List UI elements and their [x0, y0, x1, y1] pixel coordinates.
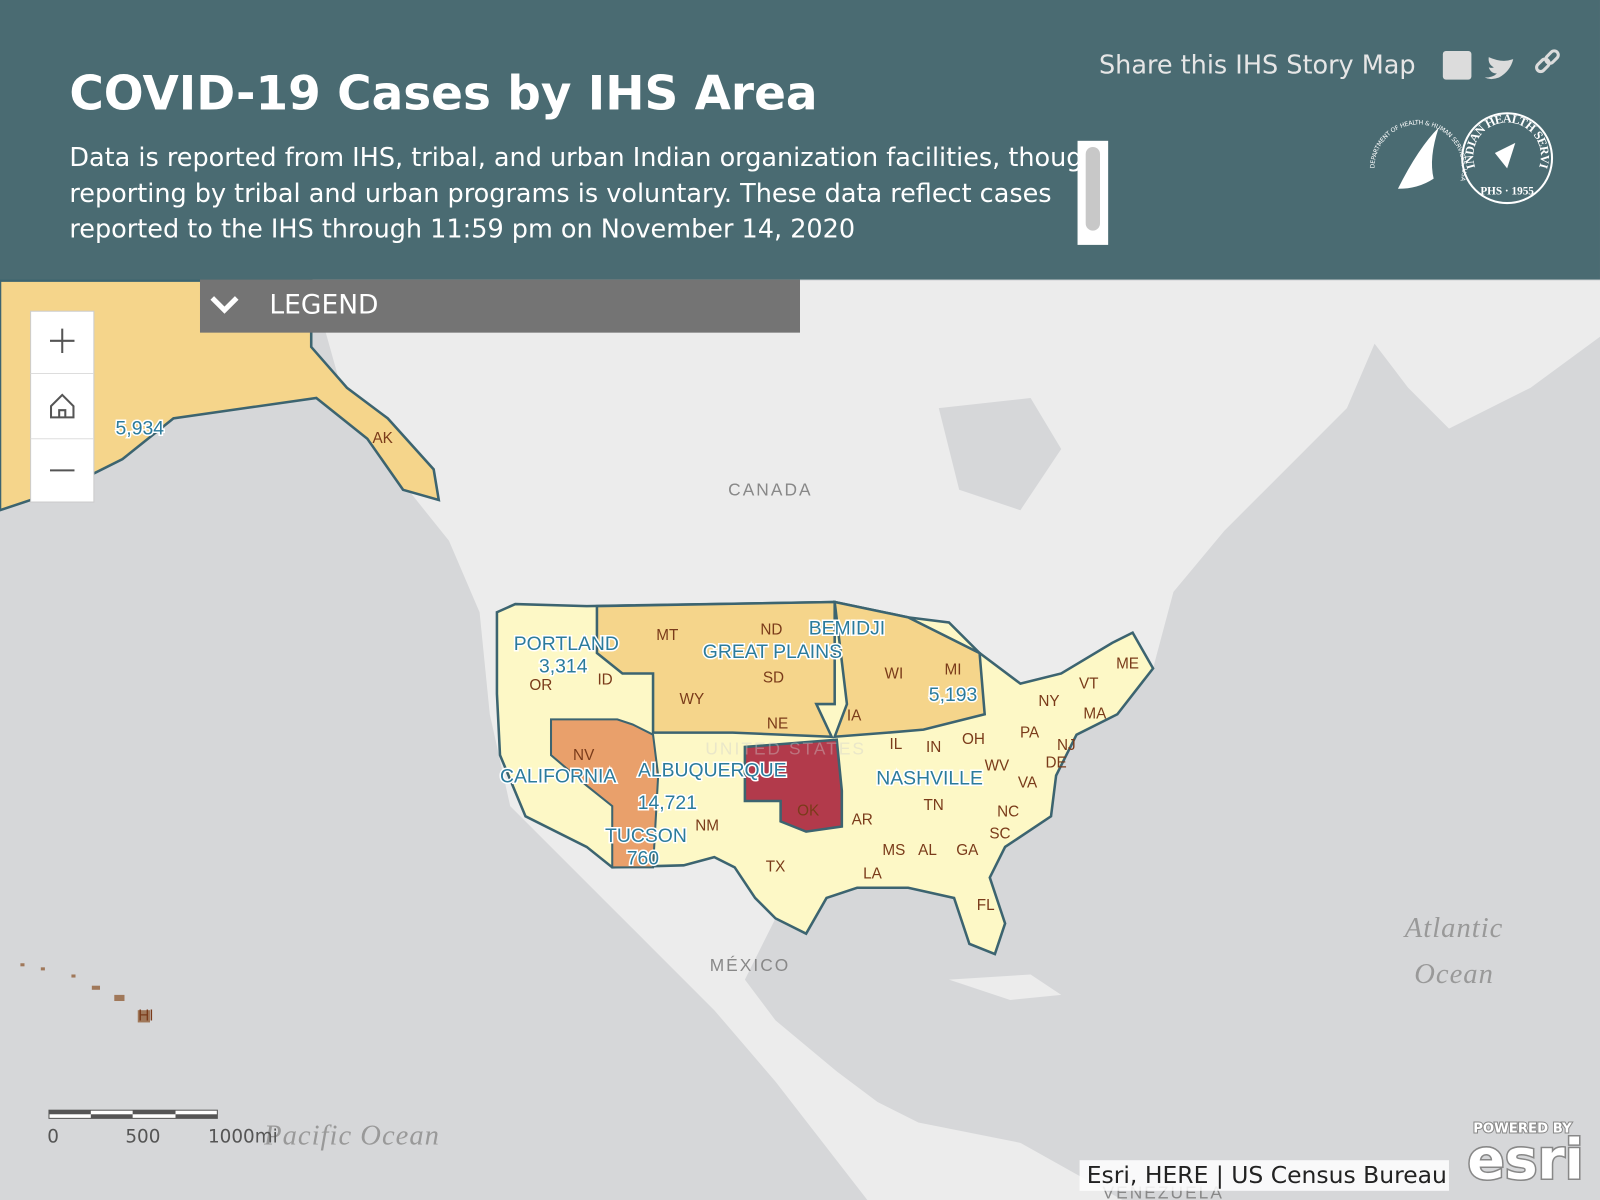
- home-button[interactable]: [49, 393, 75, 419]
- ocean-label: Pacific Ocean: [263, 1120, 440, 1151]
- oklahoma-area: [743, 738, 844, 833]
- state-label: SD: [763, 670, 784, 687]
- esri-powered: POWERED BY: [1473, 1122, 1572, 1137]
- country-label: CANADA: [728, 479, 812, 499]
- state-label: PA: [1020, 725, 1040, 742]
- chevron[interactable]: [210, 296, 239, 314]
- state-label: OH: [962, 731, 985, 748]
- scroll-thumb[interactable]: [1085, 146, 1100, 231]
- state-label: AR: [852, 811, 873, 828]
- legend-label[interactable]: LEGEND: [269, 290, 378, 321]
- state-label: AL: [918, 842, 937, 859]
- state-label: GA: [956, 842, 979, 859]
- state-label: AK: [372, 430, 393, 447]
- hawaii: [20, 963, 150, 1023]
- state-label: VA: [1018, 775, 1038, 792]
- scale-label: 500: [125, 1127, 160, 1148]
- state-label: ND: [760, 622, 782, 639]
- country-label: MÉXICO: [710, 955, 791, 975]
- state-label: IL: [890, 736, 903, 753]
- bemidji-area: [832, 600, 987, 739]
- area-label: ALBUQUERQUE: [638, 760, 787, 782]
- zoom-in[interactable]: [49, 328, 75, 354]
- case-label: 14,721: [638, 792, 697, 814]
- state-label: HI: [138, 1007, 153, 1024]
- state-label: WI: [885, 666, 904, 683]
- state-label: MA: [1083, 705, 1107, 722]
- header: [0, 0, 1600, 280]
- scale-label: 0: [47, 1127, 59, 1148]
- description-line: reported to the IHS through 11:59 pm on …: [69, 215, 855, 245]
- ocean-label: Atlantic: [1403, 913, 1504, 944]
- scale-label: 1000mi: [208, 1127, 278, 1148]
- state-label: OR: [529, 677, 552, 694]
- state-label: MI: [945, 661, 962, 678]
- twitter-icon[interactable]: [1484, 57, 1514, 80]
- state-label: SC: [989, 826, 1010, 843]
- attribution-box: [1079, 1160, 1449, 1191]
- state-label: NE: [767, 716, 788, 733]
- ocean-label: Ocean: [1414, 959, 1494, 990]
- state-label: WV: [985, 757, 1010, 774]
- state-label: VT: [1079, 676, 1099, 693]
- attribution: Esri, HERE | US Census Bureau: [1087, 1161, 1447, 1189]
- hudson-bay: [938, 397, 1062, 511]
- link-icon[interactable]: [1535, 49, 1560, 74]
- title: COVID-19 Cases by IHS Area: [69, 66, 817, 121]
- navajo-phoenix-area: [549, 718, 660, 869]
- state-label: NY: [1038, 693, 1059, 710]
- legend-bar[interactable]: [199, 279, 800, 333]
- state-label: MS: [882, 842, 905, 859]
- area-label: PORTLAND: [514, 633, 619, 655]
- facebook-icon[interactable]: [1442, 51, 1472, 80]
- case-label: 5,934: [116, 418, 165, 440]
- area-label: NASHVILLE: [876, 768, 983, 790]
- state-label: NV: [573, 747, 595, 764]
- state-label: FL: [977, 897, 995, 914]
- state-label: ME: [1116, 655, 1139, 672]
- scale-bar: [48, 1109, 218, 1119]
- state-label: WY: [680, 691, 705, 708]
- logo-text: PHS · 1955: [1480, 185, 1534, 197]
- great-plains-area: [595, 600, 836, 739]
- state-label: IN: [926, 739, 941, 756]
- description-line: reporting by tribal and urban programs i…: [69, 179, 1051, 209]
- esri-logo[interactable]: esri: [1466, 1126, 1585, 1193]
- greenland: [1326, 280, 1600, 429]
- state-label: NJ: [1057, 737, 1076, 754]
- case-label: 760: [627, 847, 660, 869]
- state-label: NC: [997, 803, 1019, 820]
- area-label: BEMIDJI: [809, 618, 885, 640]
- state-label: DE: [1045, 754, 1066, 771]
- state-label: LA: [863, 866, 883, 883]
- state-label: TX: [766, 858, 786, 875]
- case-label: 3,314: [539, 655, 588, 677]
- caribbean-island: [948, 974, 1062, 1000]
- state-label: ID: [597, 672, 612, 689]
- share-label: Share this IHS Story Map: [1099, 50, 1416, 80]
- case-label: 5,193: [929, 684, 978, 706]
- state-label: MT: [656, 627, 678, 644]
- area-label: TUCSON: [605, 825, 687, 847]
- state-label: TN: [923, 797, 943, 814]
- state-label: OK: [797, 802, 820, 819]
- area-label: CALIFORNIA: [500, 766, 616, 788]
- description-line: Data is reported from IHS, tribal, and u…: [69, 143, 1098, 173]
- area-label: GREAT PLAINS: [703, 641, 842, 663]
- state-label: NM: [695, 818, 719, 835]
- state-label: IA: [847, 707, 862, 724]
- country-label: UNITED STATES: [705, 739, 866, 759]
